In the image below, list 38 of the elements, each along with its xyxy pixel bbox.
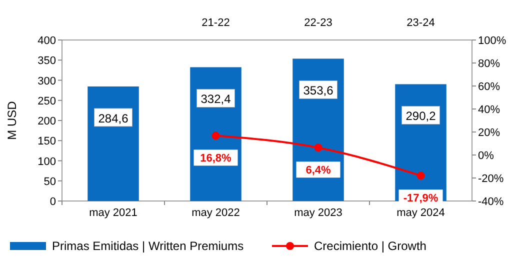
legend-label: Primas Emitidas | Written Premiums bbox=[52, 239, 244, 253]
y2-tick-label: 20% bbox=[478, 127, 500, 139]
y-tick-label: 350 bbox=[38, 55, 56, 68]
data-label: 332,4 bbox=[200, 92, 232, 106]
y2-tick-label: 40% bbox=[478, 104, 500, 116]
x-tick-label: may 2022 bbox=[192, 207, 240, 219]
x-tick-label: may 2021 bbox=[89, 207, 138, 219]
y-tick-label: 300 bbox=[38, 75, 56, 88]
y-tick-label: 250 bbox=[38, 95, 56, 108]
data-label: 16,8% bbox=[200, 152, 232, 165]
y-tick-label: 100 bbox=[38, 156, 56, 168]
y-tick-label: 150 bbox=[38, 136, 56, 148]
y2-tick-label: 60% bbox=[478, 81, 500, 93]
data-label: 284,6 bbox=[98, 111, 129, 126]
x-tick-label: may 2023 bbox=[294, 207, 342, 219]
data-label: -17,9% bbox=[403, 192, 438, 205]
text: 23-24 bbox=[406, 17, 435, 29]
y2-tick-label: -20% bbox=[478, 173, 504, 185]
y2-tick-label: 80% bbox=[478, 58, 500, 70]
data-label: 353,6 bbox=[303, 84, 334, 98]
y-tick-label: 200 bbox=[38, 116, 56, 128]
point bbox=[314, 144, 322, 152]
data-label: 290,2 bbox=[406, 109, 436, 124]
y2-tick-label: 100% bbox=[478, 35, 506, 47]
x-tick-label: may 2024 bbox=[396, 207, 445, 219]
point bbox=[212, 132, 220, 140]
y-tick-label: 50 bbox=[44, 176, 56, 188]
y-tick-label: 400 bbox=[38, 35, 56, 47]
y-tick-label: 0 bbox=[50, 196, 56, 208]
text: 21-22 bbox=[202, 17, 230, 29]
data-label: 6,4% bbox=[306, 164, 331, 177]
point bbox=[416, 172, 425, 180]
y2-tick-label: -40% bbox=[478, 196, 504, 208]
legend-label: Crecimiento | Growth bbox=[314, 239, 426, 253]
y2-tick-label: 0% bbox=[478, 150, 494, 162]
text: 22-23 bbox=[304, 17, 332, 29]
bar bbox=[88, 86, 139, 201]
y-axis-title: M USD bbox=[5, 100, 19, 140]
